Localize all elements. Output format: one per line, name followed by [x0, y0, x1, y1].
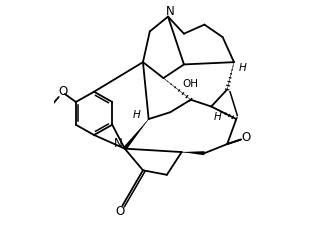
Text: N: N [166, 5, 175, 18]
Text: H: H [133, 110, 141, 120]
Polygon shape [123, 119, 149, 150]
Text: OH: OH [182, 79, 198, 89]
Polygon shape [182, 151, 205, 155]
Text: N: N [114, 137, 123, 150]
Text: H: H [214, 112, 221, 123]
Text: O: O [116, 205, 125, 218]
Text: O: O [59, 85, 68, 98]
Text: O: O [241, 131, 250, 144]
Text: H: H [239, 63, 247, 73]
